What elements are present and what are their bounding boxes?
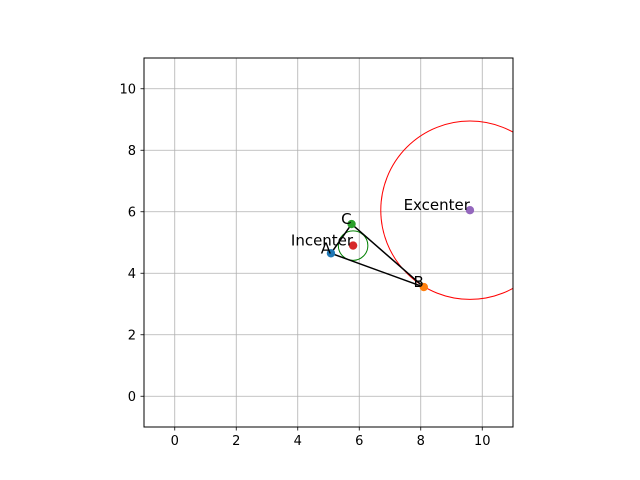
point-labels: A B C Incenter Excenter [291,196,471,291]
geometry-layer [329,120,513,300]
label-incenter: Incenter [291,232,354,250]
triangle-abc [329,222,425,288]
point-a [326,249,336,258]
y-tick-label: 0 [128,390,136,405]
y-tick-label: 4 [128,267,136,282]
x-tick-label: 6 [355,434,363,449]
point-b [419,282,429,292]
y-tick-label: 6 [128,205,136,220]
point-excenter [465,206,475,215]
point-c [347,219,356,229]
x-tick-label: 4 [294,434,302,449]
x-tick-label: 0 [171,434,179,449]
x-tick-label: 10 [474,434,491,449]
points-layer [326,206,475,292]
grid [144,58,513,427]
plot-area-background [144,58,513,427]
excircle-circle [380,120,513,300]
x-tick-label: 2 [232,434,240,449]
label-c: C [341,210,351,228]
axis-ticks: 0 2 4 6 8 10 0 2 4 6 8 10 [119,82,490,449]
x-tick-label: 8 [417,434,425,449]
plot-frame [143,57,514,428]
y-tick-label: 8 [128,144,136,159]
label-b: B [414,273,424,291]
label-a: A [321,239,332,257]
y-tick-label: 2 [128,328,136,343]
point-incenter [348,241,358,250]
y-tick-label: 10 [119,82,136,97]
incircle-circle [337,230,369,261]
label-excenter: Excenter [404,196,471,214]
